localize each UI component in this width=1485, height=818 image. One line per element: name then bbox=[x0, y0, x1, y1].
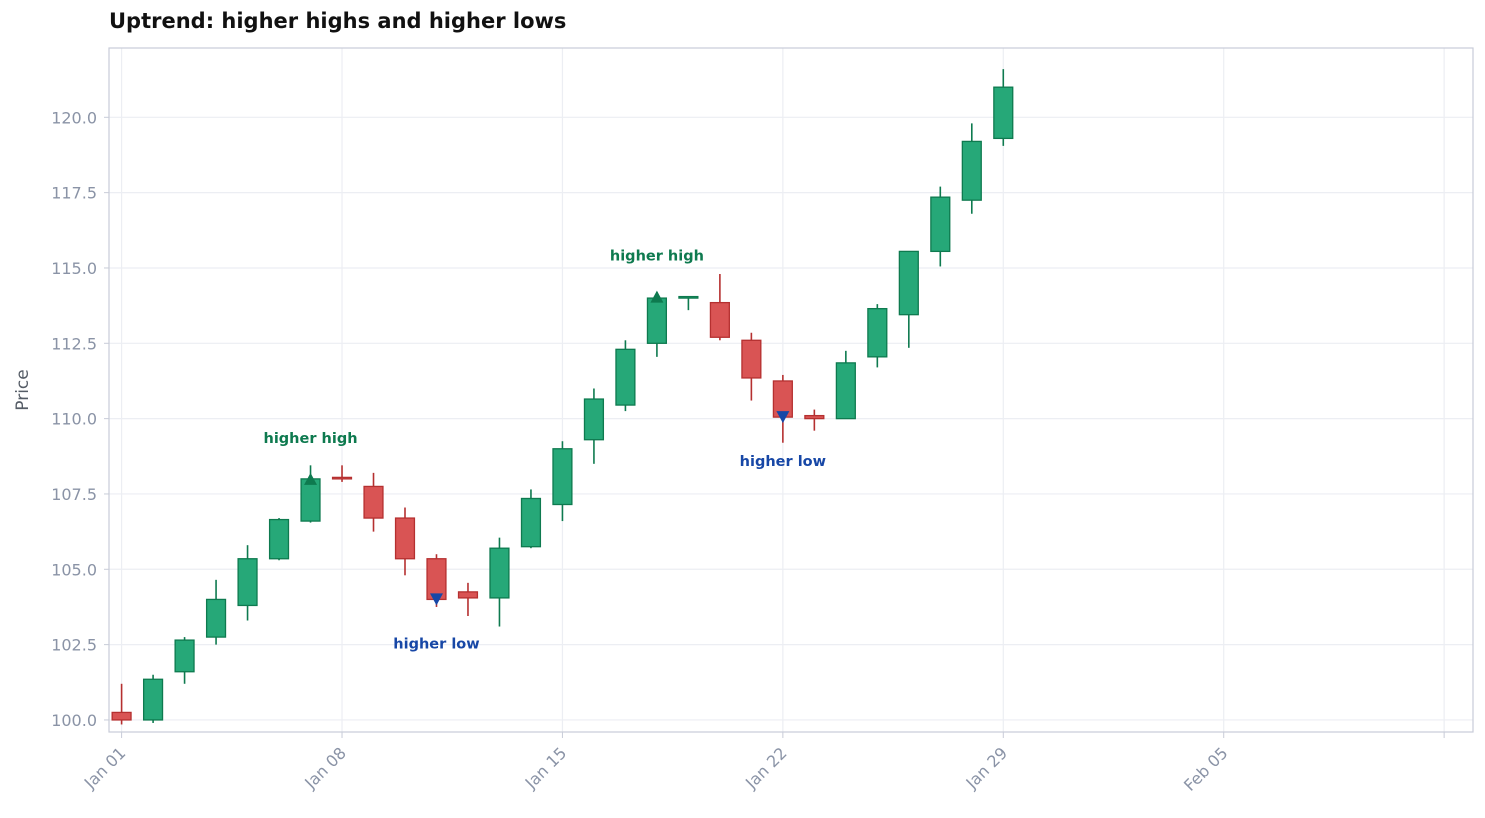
higher-high-marker bbox=[650, 290, 664, 303]
x-tick-label: Jan 29 bbox=[962, 743, 1012, 793]
higher-low-label: higher low bbox=[393, 636, 479, 652]
y-axis-label: Price bbox=[13, 369, 33, 410]
y-tick-label: 110.0 bbox=[51, 410, 97, 429]
candle-body bbox=[835, 362, 856, 420]
y-tick-label: 115.0 bbox=[51, 259, 97, 278]
candle-body bbox=[804, 414, 825, 420]
axis-ticks: 100.0 102.5 105.0 107.5 110.0 112.5 115.0 117.5… bbox=[51, 108, 1445, 795]
candle-body bbox=[300, 478, 321, 522]
candle-up bbox=[174, 637, 195, 684]
candle-body bbox=[394, 517, 416, 560]
candle-body bbox=[709, 301, 730, 338]
candle-body bbox=[741, 339, 762, 379]
plot-frame bbox=[108, 47, 1474, 733]
candle-up bbox=[237, 545, 258, 621]
y-tick-label: 112.5 bbox=[51, 334, 97, 353]
candle-down bbox=[394, 507, 416, 576]
candle-body bbox=[615, 348, 636, 406]
x-tick-label: Jan 15 bbox=[521, 743, 571, 793]
candle-down bbox=[741, 332, 762, 401]
chart-title: Uptrend: higher highs and higher lows bbox=[109, 9, 567, 33]
candle-up bbox=[993, 69, 1014, 146]
grid-lines bbox=[109, 48, 1473, 732]
higher-low-marker bbox=[776, 411, 790, 424]
higher-low-label: higher low bbox=[740, 454, 826, 470]
candle-up bbox=[930, 186, 951, 267]
candle-up bbox=[520, 489, 542, 549]
candle-body bbox=[174, 639, 195, 673]
candle-up bbox=[583, 388, 605, 464]
candle-down bbox=[331, 465, 353, 482]
candle-down bbox=[111, 683, 132, 725]
candle-down bbox=[772, 374, 793, 443]
candle-up bbox=[205, 579, 227, 645]
x-tick-label: Jan 08 bbox=[300, 743, 350, 793]
candles bbox=[111, 69, 1014, 725]
candle-up bbox=[268, 518, 290, 561]
candle-body bbox=[111, 711, 132, 721]
candle-up bbox=[867, 304, 888, 368]
candle-body bbox=[205, 598, 227, 638]
y-tick-label: 107.5 bbox=[51, 485, 97, 504]
candle-body bbox=[930, 196, 951, 253]
candle-up bbox=[552, 441, 573, 522]
candle-body bbox=[520, 497, 542, 548]
annotations: higher high higher low higher high higher l… bbox=[264, 249, 827, 653]
x-tick-label: Jan 01 bbox=[80, 743, 130, 793]
candle-body bbox=[678, 295, 699, 299]
candle-body bbox=[237, 558, 258, 607]
candle-down bbox=[363, 472, 384, 532]
y-tick-label: 120.0 bbox=[51, 108, 97, 127]
higher-high-marker bbox=[304, 472, 318, 485]
candle-body bbox=[961, 140, 982, 201]
candle-body bbox=[142, 678, 164, 721]
candle-down bbox=[804, 409, 825, 431]
y-tick-label: 105.0 bbox=[51, 560, 97, 579]
candle-body bbox=[363, 485, 384, 519]
x-tick-label: Jan 22 bbox=[741, 743, 791, 793]
candle-body bbox=[867, 307, 888, 358]
candle-body bbox=[426, 558, 447, 601]
y-tick-label: 102.5 bbox=[51, 636, 97, 655]
candle-body bbox=[583, 398, 605, 441]
candle-body bbox=[268, 518, 290, 560]
candle-body bbox=[552, 448, 573, 506]
y-tick-label: 100.0 bbox=[51, 711, 97, 730]
candle-up bbox=[898, 250, 919, 348]
candle-up bbox=[835, 350, 856, 420]
higher-high-label: higher high bbox=[610, 249, 704, 265]
candle-up bbox=[678, 295, 699, 311]
candle-up bbox=[615, 340, 636, 412]
higher-low-marker bbox=[429, 593, 443, 606]
candle-body bbox=[993, 86, 1014, 140]
x-tick-label: Feb 05 bbox=[1180, 743, 1231, 794]
higher-high-label: higher high bbox=[264, 431, 358, 447]
candle-up bbox=[142, 674, 164, 723]
candle-down bbox=[709, 273, 730, 341]
candle-body bbox=[646, 297, 668, 344]
candle-body bbox=[898, 250, 919, 316]
candle-down bbox=[457, 582, 479, 616]
y-tick-label: 117.5 bbox=[51, 184, 97, 203]
candle-body bbox=[331, 476, 353, 480]
candle-body bbox=[489, 547, 510, 599]
candle-body bbox=[457, 591, 479, 599]
candle-up bbox=[489, 537, 510, 627]
candle-up bbox=[961, 123, 982, 214]
